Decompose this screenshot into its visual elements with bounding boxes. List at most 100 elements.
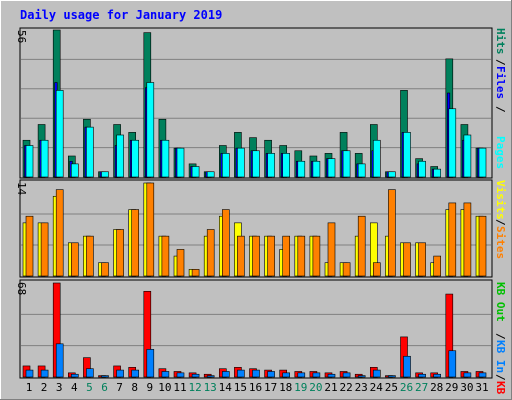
bar-kb-in-day-5 [86,368,94,378]
bar-sites-day-28 [433,255,442,277]
bar-pages-day-29 [448,108,457,178]
bar-pages-day-1 [25,145,34,178]
legend-sep-1: / [494,106,507,113]
bar-pages-day-26 [403,132,411,178]
x-tick-label: 25 [385,381,398,394]
x-tick-label: 12 [188,381,201,394]
bar-kb-in-day-13 [206,375,215,378]
x-tick-label: 24 [370,381,384,394]
bar-pages-day-31 [478,147,487,178]
x-tick-label: 2 [41,381,48,394]
panel-hits: 56 Pages / Files / Hits [15,27,507,179]
x-tick-label: 21 [324,381,337,394]
bar-kb-in-day-25 [388,375,396,378]
bar-sites-day-31 [478,215,487,277]
bar-kb-in-day-21 [327,373,336,378]
legend-sep-5: / [494,374,507,381]
x-tick-label: 16 [249,381,262,394]
bar-pages-day-2 [40,139,49,178]
x-tick-label: 5 [86,381,93,394]
x-tick-label: 29 [445,381,458,394]
panel-hits-ymax: 56 [15,30,28,43]
bar-kb-in-day-18 [282,372,291,378]
bar-kb-in-day-10 [161,371,170,378]
legend-visits: Visits [494,180,507,220]
x-tick-label: 27 [415,381,428,394]
bar-sites-day-9 [146,182,155,277]
bar-sites-day-8 [131,209,139,277]
bar-pages-day-4 [71,163,79,178]
x-tick-label: 26 [400,381,413,394]
x-tick-label: 14 [219,381,233,394]
bar-pages-day-8 [131,139,139,178]
bar-pages-day-23 [357,163,366,178]
bar-sites-day-3 [55,189,64,277]
x-axis-day-labels: 1 2 3 4 5 6 7 8 9 10 11 12 13 14 15 16 17 18 19 20 21 22 23 24 2… [26,381,489,394]
legend-pages: Pages [494,136,507,169]
bar-kb-in-day-12 [191,373,200,378]
x-tick-label: 15 [234,381,247,394]
bar-pages-day-3 [55,90,64,178]
bar-pages-day-20 [312,160,321,178]
bar-kb-in-day-16 [252,369,260,378]
panel-hits-legend: Pages / Files / Hits [494,28,507,169]
bar-sites-day-30 [463,202,472,277]
bar-pages-day-9 [146,82,155,178]
bar-sites-day-2 [40,222,49,277]
panel-kbytes-bars [21,282,491,378]
chart-title: Daily usage for January 2019 [20,8,222,22]
x-tick-label: 13 [204,381,217,394]
x-tick-label: 7 [116,381,123,394]
bar-sites-day-14 [222,209,230,277]
x-tick-label: 18 [279,381,292,394]
legend-kbf: KB F [494,381,507,400]
bar-pages-day-7 [116,134,124,178]
bar-pages-day-24 [372,139,381,178]
bar-pages-day-25 [388,171,396,178]
bar-pages-day-28 [433,168,442,178]
bar-pages-day-5 [86,126,94,178]
panel-kbytes-legend: KB Out / KB In / KB F [494,282,507,400]
x-tick-label: 20 [309,381,322,394]
bar-sites-day-27 [418,242,426,277]
x-tick-label: 28 [430,381,443,394]
bar-kb-in-day-20 [312,372,321,378]
bar-sites-day-21 [327,222,336,277]
bar-kb-in-day-24 [372,369,381,378]
legend-sep-3: / [494,219,507,226]
bar-pages-day-12 [191,166,200,178]
bar-sites-day-17 [267,235,275,277]
bar-pages-day-13 [206,171,215,178]
bar-kb-in-day-17 [267,371,275,378]
panel-kbytes: 68 KB Out / KB In / KB F [15,279,507,400]
bar-sites-day-7 [116,229,124,277]
bar-kb-in-day-11 [176,372,185,378]
x-tick-label: 3 [56,381,63,394]
bar-pages-day-17 [267,153,275,178]
bar-pages-day-11 [176,147,185,178]
bar-kb-in-day-22 [342,372,351,378]
bar-sites-day-11 [176,249,185,277]
x-tick-label: 9 [146,381,153,394]
bar-pages-day-22 [342,150,351,178]
bar-kb-in-day-4 [71,373,79,378]
bar-sites-day-10 [161,235,170,277]
bar-kb-in-day-30 [463,372,472,378]
x-tick-label: 17 [264,381,277,394]
x-tick-label: 23 [355,381,368,394]
bar-sites-day-6 [101,262,109,277]
bar-sites-day-16 [252,235,260,277]
bar-sites-day-13 [206,229,215,277]
x-tick-label: 22 [339,381,352,394]
panel-hits-bars [21,29,491,178]
bar-pages-day-6 [101,171,109,178]
x-tick-label: 11 [173,381,186,394]
panel-kbytes-plot [19,279,493,379]
bar-kb-in-day-27 [418,373,426,378]
bar-pages-day-30 [463,134,472,178]
legend-kbin: KB In [494,340,507,373]
bar-sites-day-24 [372,262,381,277]
bar-pages-day-14 [222,153,230,178]
legend-sep-2: / [494,59,507,66]
